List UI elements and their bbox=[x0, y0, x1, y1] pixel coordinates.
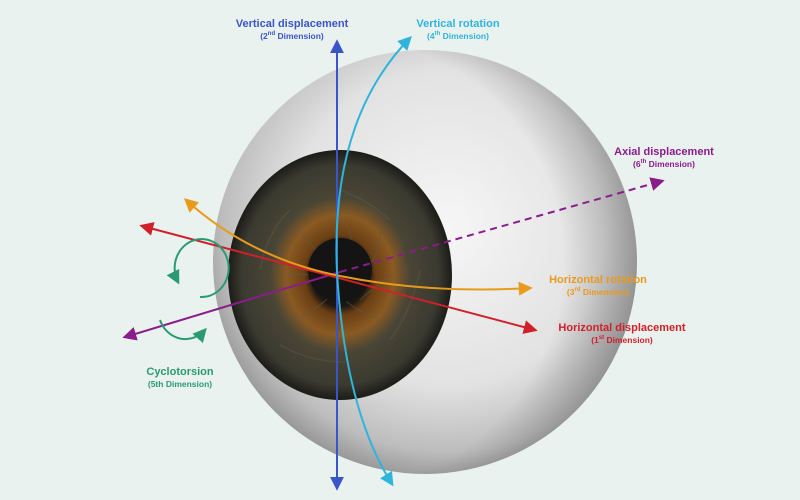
dim-ordinal: nd bbox=[267, 31, 276, 38]
label-horizontal-displacement-dimension: (1st Dimension) bbox=[540, 335, 704, 345]
dim-ordinal: st bbox=[598, 335, 605, 342]
label-horizontal-displacement-title: Horizontal displacement bbox=[558, 322, 686, 334]
dim-suffix: Dimension) bbox=[440, 31, 489, 41]
dim-suffix: Dimension) bbox=[604, 335, 653, 345]
label-vertical-rotation-dimension: (4th Dimension) bbox=[398, 31, 518, 41]
dim-prefix: (6 bbox=[633, 159, 641, 169]
vertical-rotation-arc bbox=[335, 35, 412, 487]
dim-prefix: (2 bbox=[260, 31, 268, 41]
dim-ordinal: rd bbox=[574, 287, 581, 294]
label-horizontal-rotation-dimension: (3rd Dimension) bbox=[530, 287, 666, 297]
label-cyclotorsion-dimension: (5th Dimension) bbox=[147, 379, 213, 389]
label-cyclotorsion: Cyclotorsion (5th Dimension) bbox=[128, 366, 232, 389]
dim-prefix: (1 bbox=[591, 335, 599, 345]
label-vertical-rotation-title: Vertical rotation bbox=[416, 18, 500, 30]
dim-suffix: Dimension) bbox=[275, 31, 324, 41]
cyclotorsion-arrows bbox=[159, 238, 230, 344]
dim-suffix: Dimension) bbox=[646, 159, 695, 169]
dim-prefix: (3 bbox=[566, 287, 575, 297]
label-vertical-displacement: Vertical displacement (2nd Dimension) bbox=[214, 18, 370, 41]
label-axial-displacement-dimension: (6th Dimension) bbox=[596, 159, 732, 169]
dim-prefix: (4 bbox=[427, 31, 435, 41]
dim-ordinal: th bbox=[640, 159, 647, 166]
label-horizontal-rotation-title: Horizontal rotation bbox=[549, 274, 647, 286]
label-horizontal-rotation: Horizontal rotation (3rd Dimension) bbox=[530, 274, 666, 297]
dim-suffix: Dimension) bbox=[580, 287, 630, 297]
label-vertical-displacement-dimension: (2nd Dimension) bbox=[214, 31, 370, 41]
label-cyclotorsion-title: Cyclotorsion bbox=[146, 366, 214, 378]
dim-ordinal: th bbox=[434, 31, 441, 38]
label-vertical-rotation: Vertical rotation (4th Dimension) bbox=[398, 18, 518, 41]
label-horizontal-displacement: Horizontal displacement (1st Dimension) bbox=[540, 322, 704, 345]
label-vertical-displacement-title: Vertical displacement bbox=[235, 18, 349, 30]
label-axial-displacement: Axial displacement (6th Dimension) bbox=[596, 146, 732, 169]
label-axial-displacement-title: Axial displacement bbox=[614, 146, 714, 158]
axial-displacement-axis-front bbox=[339, 177, 665, 273]
